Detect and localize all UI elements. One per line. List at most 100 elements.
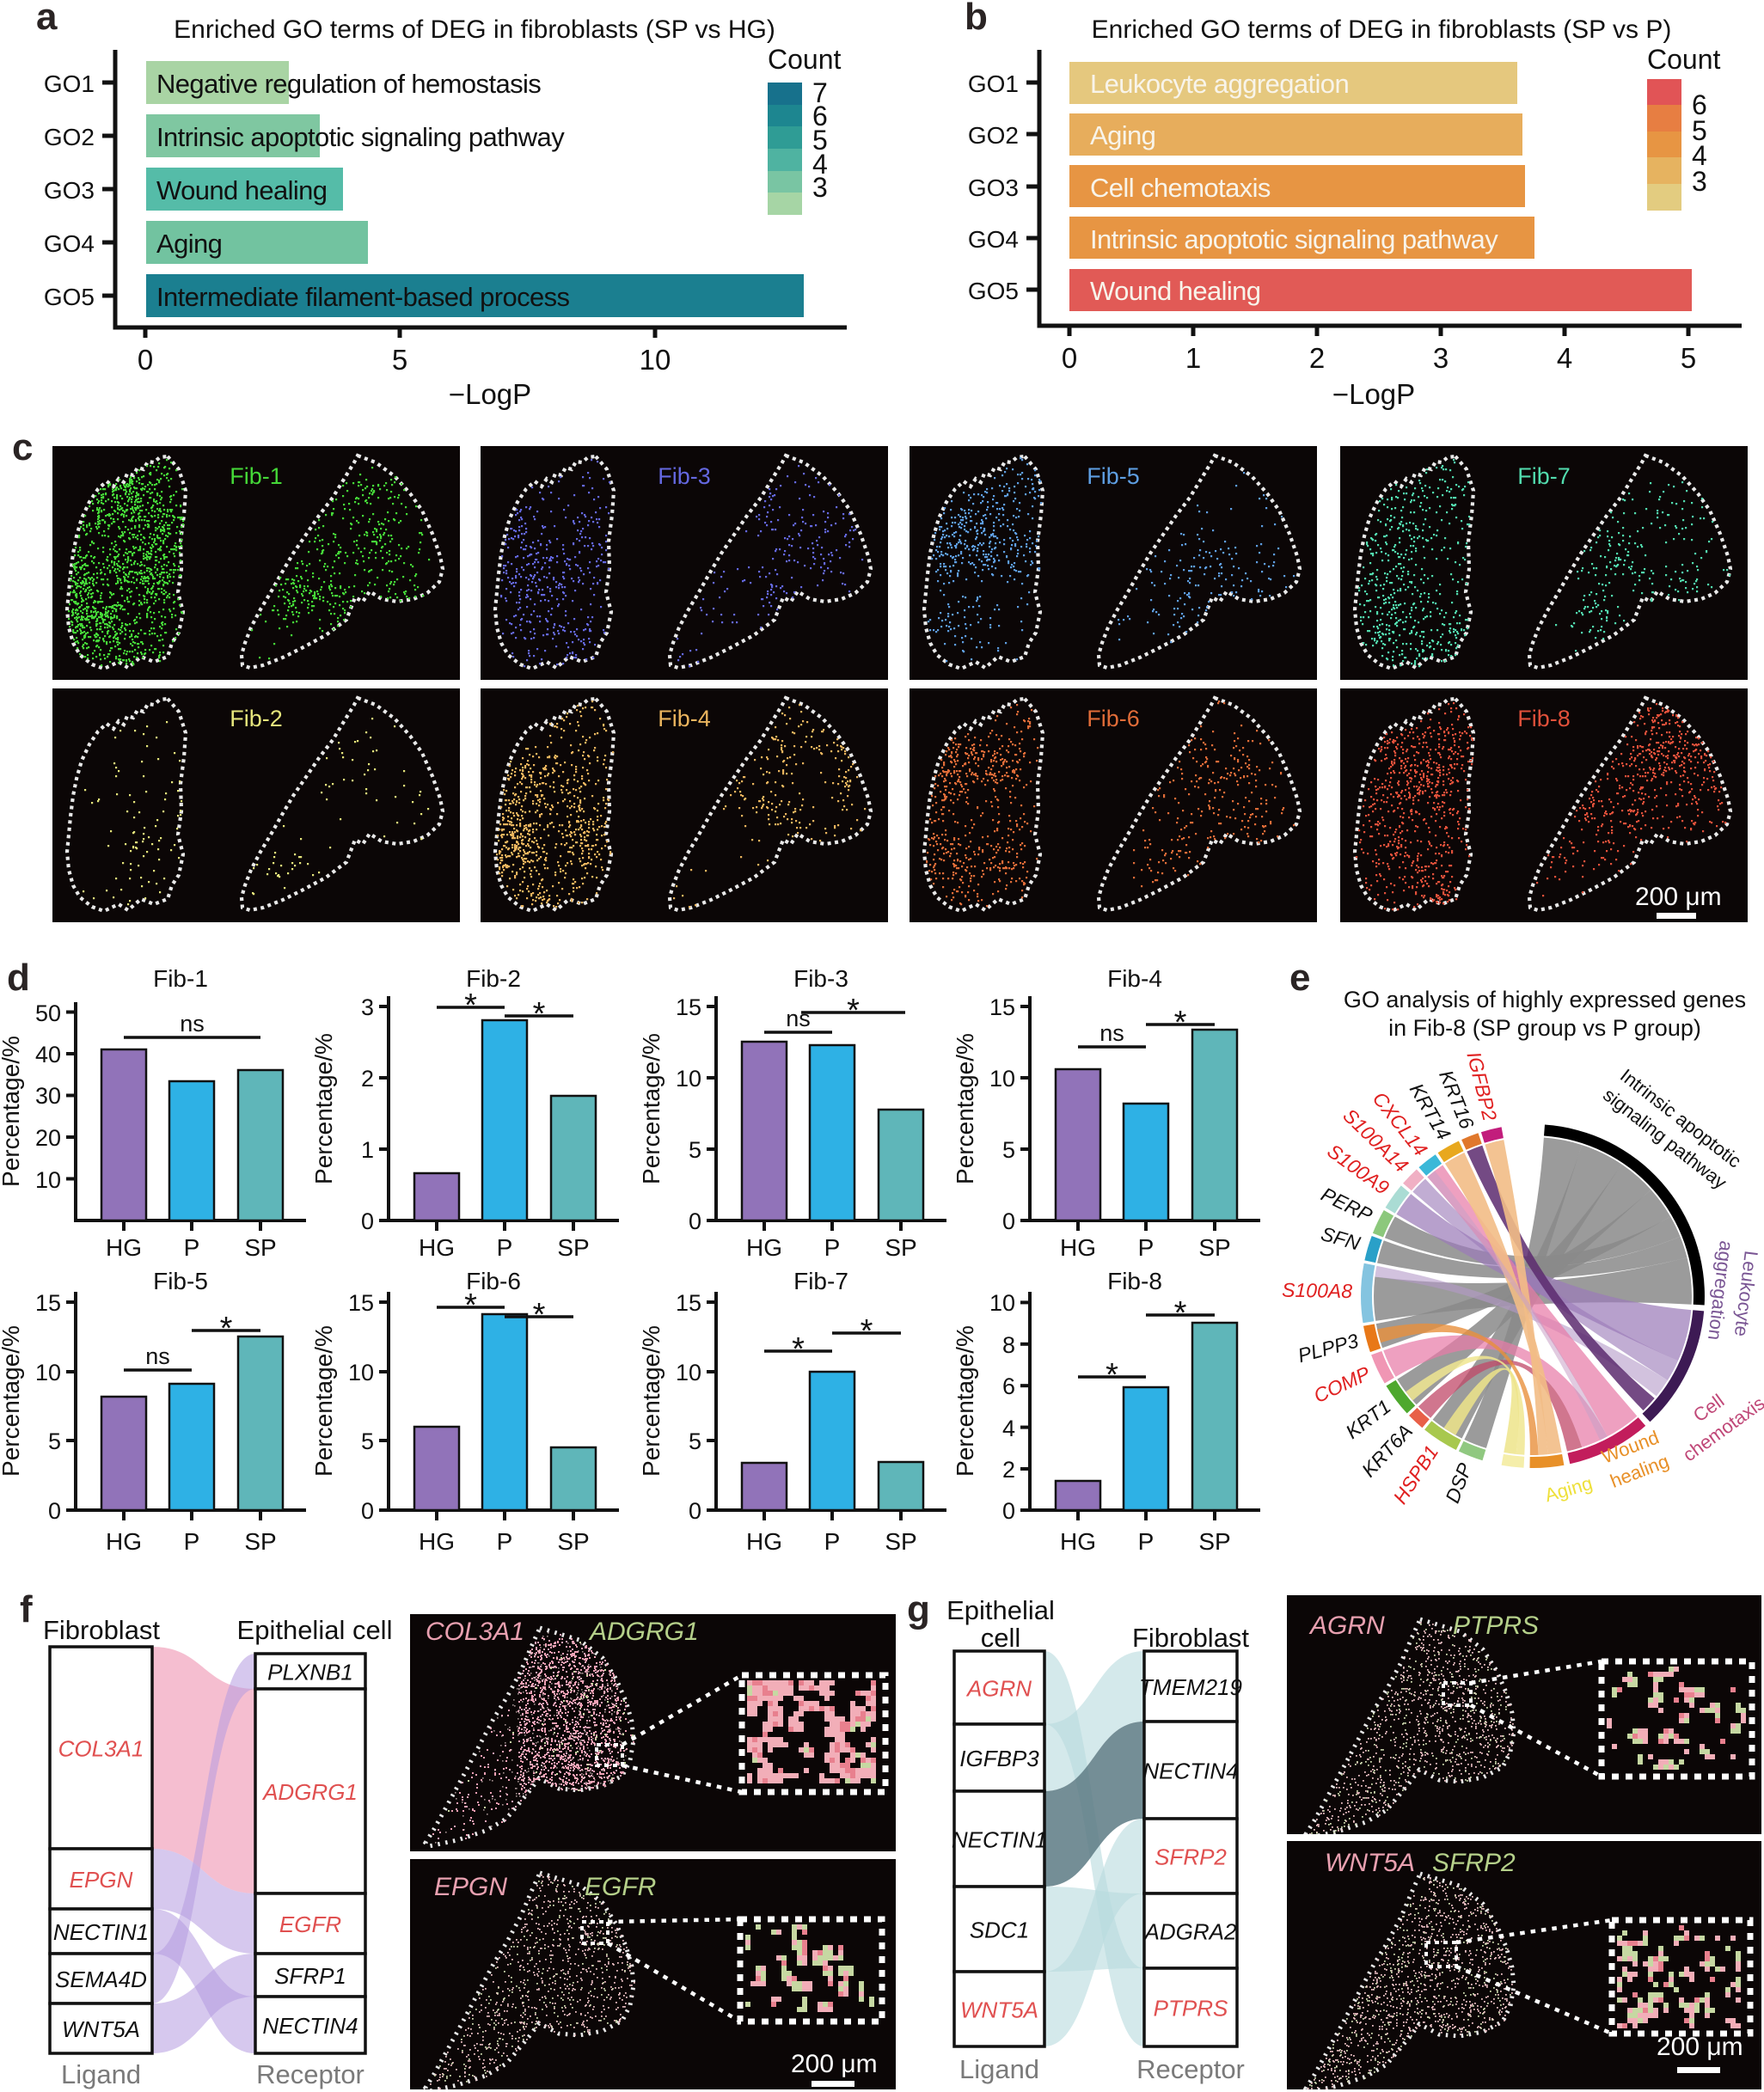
svg-text:PLPP3: PLPP3 (1295, 1330, 1361, 1367)
svg-text:SP: SP (1198, 1234, 1230, 1261)
svg-text:GO4: GO4 (44, 230, 95, 257)
svg-text:SFN: SFN (1319, 1222, 1363, 1255)
svg-text:*: * (464, 1288, 477, 1324)
svg-text:P: P (497, 1528, 513, 1555)
svg-text:Count: Count (768, 44, 842, 75)
svg-text:0: 0 (1002, 1498, 1015, 1524)
svg-text:*: * (792, 1331, 805, 1367)
svg-text:SP: SP (1198, 1528, 1230, 1555)
svg-text:10: 10 (676, 1360, 701, 1385)
svg-text:Fib-3: Fib-3 (793, 965, 848, 992)
svg-text:15: 15 (348, 1290, 374, 1316)
svg-text:P: P (184, 1234, 200, 1261)
svg-text:Enriched GO terms of DEG in f: Enriched GO terms of DEG in fibroblasts … (1092, 15, 1672, 44)
svg-text:HG: HG (746, 1234, 782, 1261)
svg-text:Fib-1: Fib-1 (153, 965, 208, 992)
svg-text:Fib-4: Fib-4 (658, 706, 711, 731)
svg-text:SP: SP (885, 1234, 916, 1261)
svg-text:Intrinsic apoptotic signaling: Intrinsic apoptotic signaling pathway (1090, 224, 1498, 254)
svg-text:Receptor: Receptor (1136, 2054, 1245, 2084)
svg-text:COL3A1: COL3A1 (58, 1736, 144, 1762)
svg-text:Fib-5: Fib-5 (153, 1268, 208, 1294)
svg-text:Epithelial cell: Epithelial cell (237, 1615, 393, 1645)
svg-text:d: d (7, 957, 30, 999)
svg-text:7: 7 (812, 77, 828, 108)
svg-text:Percentage/%: Percentage/% (0, 1036, 24, 1187)
svg-text:IGFBP3: IGFBP3 (959, 1746, 1039, 1771)
svg-text:Percentage/%: Percentage/% (952, 1325, 978, 1477)
svg-text:10: 10 (989, 1290, 1015, 1316)
svg-text:6: 6 (812, 101, 828, 132)
svg-text:HG: HG (419, 1234, 455, 1261)
svg-text:Fib-1: Fib-1 (230, 463, 283, 489)
svg-text:g: g (907, 1588, 930, 1630)
svg-text:Ligand: Ligand (61, 2059, 141, 2089)
svg-text:5: 5 (48, 1428, 61, 1454)
svg-text:Fib-8: Fib-8 (1107, 1268, 1162, 1294)
svg-text:SP: SP (557, 1234, 589, 1261)
svg-text:SP: SP (244, 1528, 276, 1555)
svg-text:PLXNB1: PLXNB1 (267, 1660, 353, 1685)
svg-text:SP: SP (244, 1234, 276, 1261)
svg-text:Fib-6: Fib-6 (1087, 706, 1140, 731)
svg-text:P: P (824, 1234, 841, 1261)
svg-text:3: 3 (361, 994, 374, 1020)
svg-text:Fib-2: Fib-2 (230, 706, 283, 731)
svg-text:5: 5 (1692, 115, 1707, 146)
svg-text:*: * (533, 996, 546, 1032)
svg-text:EPGN: EPGN (434, 1873, 507, 1901)
svg-text:HG: HG (106, 1528, 142, 1555)
svg-text:Leukocyte aggregation: Leukocyte aggregation (1090, 69, 1349, 99)
svg-text:GO3: GO3 (968, 174, 1019, 201)
svg-text:S100A8: S100A8 (1282, 1279, 1352, 1302)
svg-text:AGRN: AGRN (1308, 1612, 1385, 1640)
svg-text:3: 3 (812, 172, 828, 203)
svg-text:15: 15 (676, 1290, 701, 1316)
svg-text:HG: HG (1060, 1528, 1096, 1555)
svg-text:f: f (20, 1588, 33, 1630)
svg-text:Percentage/%: Percentage/% (638, 1325, 665, 1477)
svg-text:SP: SP (557, 1528, 589, 1555)
svg-text:*: * (533, 1297, 546, 1333)
svg-text:GO2: GO2 (44, 124, 95, 150)
svg-text:2: 2 (361, 1066, 374, 1092)
svg-text:5: 5 (812, 125, 828, 156)
svg-text:Enriched GO terms of DEG in fi: Enriched GO terms of DEG in fibroblasts … (174, 15, 775, 44)
svg-text:4: 4 (1692, 140, 1707, 171)
svg-text:Count: Count (1647, 44, 1721, 75)
svg-text:0: 0 (48, 1498, 61, 1524)
svg-text:0: 0 (689, 1498, 701, 1524)
svg-text:Intrinsic apoptotic signaling: Intrinsic apoptotic signaling pathway (156, 122, 565, 152)
svg-text:EPGN: EPGN (70, 1867, 133, 1893)
svg-text:2: 2 (1309, 342, 1325, 374)
svg-text:NECTIN4: NECTIN4 (262, 2013, 358, 2039)
svg-text:GO1: GO1 (968, 70, 1019, 97)
svg-text:5: 5 (1002, 1137, 1015, 1163)
svg-text:*: * (220, 1311, 233, 1347)
svg-text:ADGRG1: ADGRG1 (588, 1618, 699, 1646)
svg-text:1: 1 (361, 1137, 374, 1163)
svg-text:P: P (1138, 1528, 1155, 1555)
svg-text:200 μm: 200 μm (1635, 883, 1722, 911)
svg-text:50: 50 (35, 1000, 61, 1026)
svg-text:P: P (184, 1528, 200, 1555)
svg-text:3: 3 (1433, 342, 1449, 374)
svg-text:5: 5 (689, 1137, 701, 1163)
svg-text:4: 4 (1557, 342, 1572, 374)
svg-text:e: e (1289, 957, 1310, 999)
svg-text:COL3A1: COL3A1 (426, 1618, 524, 1646)
svg-text:ADGRA2: ADGRA2 (1143, 1919, 1237, 1945)
svg-text:GO5: GO5 (44, 284, 95, 310)
svg-text:0: 0 (361, 1498, 374, 1524)
svg-text:3: 3 (1692, 166, 1707, 197)
svg-text:EGFR: EGFR (279, 1912, 341, 1937)
svg-text:COMP: COMP (1310, 1361, 1374, 1407)
svg-text:WNT5A: WNT5A (960, 1997, 1038, 2023)
svg-text:cell: cell (981, 1623, 1021, 1653)
svg-text:SFRP2: SFRP2 (1432, 1849, 1516, 1877)
svg-text:P: P (824, 1528, 841, 1555)
svg-text:Fib-7: Fib-7 (1517, 463, 1571, 489)
svg-text:ns: ns (145, 1343, 170, 1369)
svg-text:*: * (464, 988, 477, 1024)
svg-text:NECTIN1: NECTIN1 (53, 1919, 149, 1945)
